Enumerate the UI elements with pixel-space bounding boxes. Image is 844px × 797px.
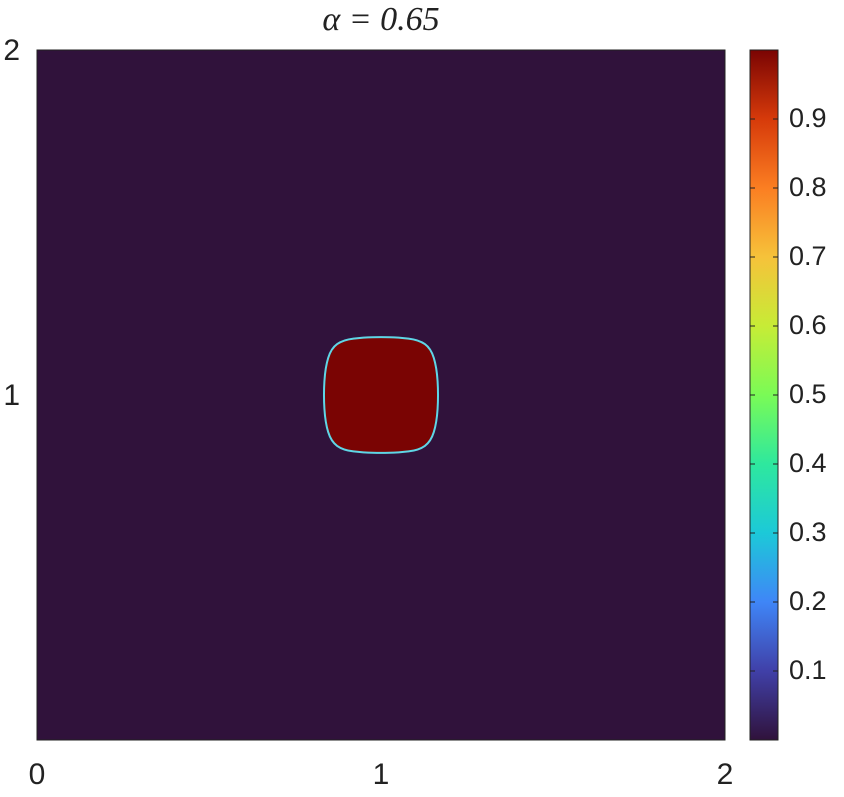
colorbar-tick-label: 0.6 [789, 310, 827, 340]
colorbar-tick-label: 0.8 [789, 172, 827, 202]
colorbar-tick-label: 0.4 [789, 448, 827, 478]
plot-frame [36, 49, 726, 741]
colorbar-tick-label: 0.1 [789, 655, 827, 685]
region-patch [322, 336, 440, 454]
x-tick-label: 1 [373, 758, 390, 791]
colorbar-tick-label: 0.2 [789, 586, 827, 616]
colorbar-tick-label: 0.9 [789, 103, 827, 133]
x-tick-label: 0 [29, 758, 46, 791]
x-tick-label: 2 [717, 758, 734, 791]
colorbar-tick-label: 0.7 [789, 241, 827, 271]
y-tick-label: 2 [3, 34, 20, 67]
chart-title: α = 0.65 [322, 1, 439, 38]
colorbar-tick-label: 0.5 [789, 379, 827, 409]
colorbar-tick-label: 0.3 [789, 517, 827, 547]
y-tick-label: 1 [3, 379, 20, 412]
